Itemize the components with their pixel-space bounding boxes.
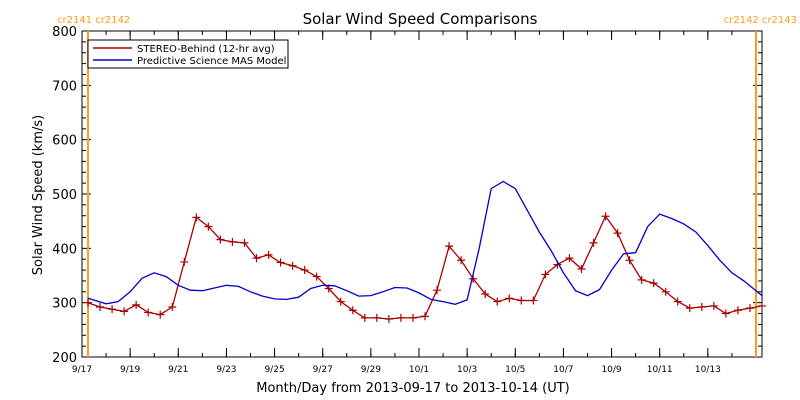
series-point-1: [276, 258, 285, 267]
x-tick-label: 10/5: [505, 365, 525, 375]
series-point-1: [240, 238, 249, 247]
series-point-1: [565, 254, 574, 263]
series-point-1: [758, 301, 766, 310]
series-point-1: [204, 222, 213, 231]
series-point-1: [312, 272, 321, 281]
series-point-1: [529, 296, 538, 305]
series-point-1: [685, 304, 694, 313]
x-tick-label: 10/13: [695, 365, 721, 375]
series-point-1: [336, 297, 345, 306]
data-series: [84, 180, 766, 323]
series-point-1: [457, 256, 466, 265]
series-point-1: [384, 314, 393, 323]
series-point-1: [661, 287, 670, 296]
series-point-1: [577, 264, 586, 273]
x-tick-label: 9/27: [313, 365, 333, 375]
y-tick-label: 300: [52, 297, 77, 312]
series-point-1: [541, 270, 550, 279]
legend-label: STEREO-Behind (12-hr avg): [137, 44, 275, 55]
x-tick-label: 9/19: [120, 365, 140, 375]
x-tick-label: 9/23: [216, 365, 236, 375]
series-point-1: [180, 257, 189, 266]
series-point-1: [372, 313, 381, 322]
series-point-1: [613, 229, 622, 238]
series-point-1: [360, 313, 369, 322]
series-point-1: [228, 237, 237, 246]
series-point-1: [156, 310, 165, 319]
series-point-1: [625, 256, 634, 265]
y-tick-label: 500: [52, 188, 77, 203]
axes: 200 300 400 500 600 700 800 9/17 9/19 9/21 9/23 9/2…: [52, 25, 763, 375]
y-tick-label: 600: [52, 134, 77, 149]
legend-label: Predictive Science MAS Model: [137, 56, 286, 67]
series-line-2: [87, 180, 763, 305]
x-tick-label: 9/25: [264, 365, 284, 375]
y-tick-label: 700: [52, 79, 77, 94]
series-point-1: [601, 212, 610, 221]
series-point-1: [697, 303, 706, 312]
y-axis-label: Solar Wind Speed (km/s): [31, 115, 46, 275]
rotation-marker-label: cr2141 cr2142: [57, 15, 130, 26]
y-tick-label: 400: [52, 242, 77, 257]
series-point-1: [745, 304, 754, 313]
chart-title: Solar Wind Speed Comparisons: [303, 10, 538, 28]
series-point-1: [637, 275, 646, 284]
series-point-1: [288, 261, 297, 270]
rotation-marker-label: cr2142 cr2143: [724, 15, 797, 26]
series-point-1: [132, 300, 141, 309]
x-axis-label: Month/Day from 2013-09-17 to 2013-10-14 …: [256, 381, 569, 396]
series-point-1: [300, 266, 309, 275]
x-tick-label: 10/3: [457, 365, 477, 375]
series-point-1: [192, 213, 201, 222]
y-tick-label: 200: [52, 351, 77, 366]
plot-frame: [81, 30, 763, 358]
x-tick-label: 9/21: [168, 365, 188, 375]
legend: STEREO-Behind (12-hr avg)Predictive Scie…: [87, 39, 289, 69]
x-tick-label: 9/29: [361, 365, 381, 375]
series-point-1: [408, 313, 417, 322]
series-point-1: [168, 303, 177, 312]
series-point-1: [733, 306, 742, 315]
x-tick-label: 10/11: [647, 365, 673, 375]
series-point-1: [252, 254, 261, 263]
legend-box: [87, 39, 289, 69]
series-point-1: [505, 294, 514, 303]
series-point-1: [493, 297, 502, 306]
series-point-1: [144, 308, 153, 317]
series-point-1: [709, 301, 718, 310]
x-tick-label: 10/9: [601, 365, 621, 375]
series-point-1: [264, 250, 273, 259]
series-point-1: [721, 309, 730, 318]
series-point-1: [120, 307, 129, 316]
series-point-1: [96, 303, 105, 312]
series-point-1: [649, 279, 658, 288]
x-tick-label: 10/7: [553, 365, 573, 375]
series-point-1: [396, 313, 405, 322]
series-point-1: [589, 238, 598, 247]
series-point-1: [445, 242, 454, 251]
series-point-1: [517, 296, 526, 305]
series-point-1: [433, 286, 442, 295]
series-point-1: [348, 306, 357, 315]
series-point-1: [673, 297, 682, 306]
series-point-1: [216, 235, 225, 244]
series-point-1: [421, 312, 430, 321]
series-line-1: [87, 215, 763, 320]
x-tick-label: 9/17: [72, 365, 92, 375]
x-tick-label: 10/1: [409, 365, 429, 375]
y-tick-label: 800: [52, 25, 77, 40]
series-point-1: [108, 305, 117, 314]
series-point-1: [481, 289, 490, 298]
series-point-1: [84, 298, 93, 307]
